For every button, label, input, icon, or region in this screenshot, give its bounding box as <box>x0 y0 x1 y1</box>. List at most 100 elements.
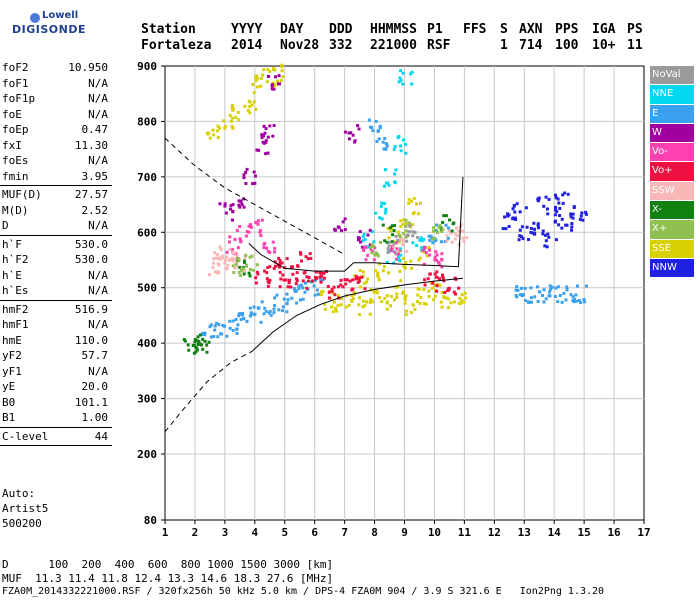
data-point-x <box>404 235 408 239</box>
data-point-nnw <box>563 191 567 195</box>
param-value: N/A <box>88 364 108 378</box>
data-point-w <box>268 124 272 128</box>
data-point-w <box>272 124 276 128</box>
data-point-x <box>436 230 440 234</box>
data-point-vo <box>322 276 326 280</box>
data-point-vo <box>336 285 340 289</box>
legend-item-nne: NNE <box>650 85 694 104</box>
data-point-w <box>262 124 266 128</box>
data-point-noval <box>396 238 400 242</box>
data-point-e <box>537 290 541 294</box>
data-point-ssw <box>405 249 409 253</box>
data-point-x <box>201 347 205 351</box>
data-point-vo <box>421 248 425 252</box>
data-point-sse <box>427 295 431 299</box>
data-point-sse <box>422 287 426 291</box>
data-point-sse <box>368 312 372 316</box>
data-point-nne <box>420 246 424 250</box>
data-point-x <box>205 350 209 354</box>
data-point-sse <box>364 300 368 304</box>
data-point-sse <box>417 212 421 216</box>
param-key: h`E <box>2 268 22 282</box>
data-point-vo <box>273 250 277 254</box>
param-row: M(D) 2.52 <box>0 203 112 219</box>
data-point-e <box>272 311 276 315</box>
data-point-e <box>275 293 279 297</box>
data-point-sse <box>392 298 396 302</box>
data-point-ssw <box>231 259 235 263</box>
data-point-x <box>393 224 397 228</box>
data-point-sse <box>230 103 234 107</box>
data-point-e <box>301 286 305 290</box>
data-point-sse <box>422 250 426 254</box>
data-point-sse <box>206 132 210 136</box>
data-point-e <box>269 313 273 317</box>
y-tick-label: 300 <box>137 393 157 406</box>
data-point-vo <box>281 273 285 277</box>
data-point-vo <box>435 284 439 288</box>
data-point-sse <box>422 301 426 305</box>
data-point-w <box>333 228 337 232</box>
data-point-w <box>224 211 228 215</box>
data-point-vo <box>306 279 310 283</box>
legend-item-x: X+ <box>650 220 694 239</box>
data-point-ssw <box>213 251 217 255</box>
data-point-e <box>268 309 272 313</box>
data-point-ssw <box>461 229 465 233</box>
data-point-vo <box>247 224 251 228</box>
data-point-sse <box>402 264 406 268</box>
data-point-nne <box>410 82 414 86</box>
param-value: 101.1 <box>74 395 108 409</box>
header-label-1: YYYY <box>231 22 263 37</box>
data-point-nnw <box>569 215 573 219</box>
data-point-vo <box>356 280 360 284</box>
data-point-e <box>548 284 552 288</box>
data-point-sse <box>336 294 340 298</box>
data-point-w <box>223 204 227 208</box>
data-point-noval <box>413 230 417 234</box>
param-value: 1.00 <box>81 411 109 424</box>
data-point-vo <box>318 271 322 275</box>
data-point-sse <box>440 305 444 309</box>
data-point-nnw <box>525 225 529 229</box>
data-point-x <box>379 240 383 244</box>
data-point-w <box>218 202 222 206</box>
data-point-vo <box>285 257 289 261</box>
data-point-nne <box>415 244 419 248</box>
data-point-e <box>256 306 260 310</box>
data-point-nnw <box>557 223 561 227</box>
data-point-x <box>234 262 238 266</box>
data-point-e <box>285 301 289 305</box>
data-point-sse <box>231 126 235 130</box>
data-point-sse <box>459 302 463 306</box>
data-point-vo <box>262 242 266 246</box>
legend-item-x: X- <box>650 201 694 220</box>
data-point-vo <box>433 255 437 259</box>
data-point-x <box>438 224 442 228</box>
data-point-e <box>573 297 577 301</box>
data-point-sse <box>259 84 263 88</box>
data-point-nnw <box>503 215 507 219</box>
data-point-ssw <box>215 271 219 275</box>
data-point-sse <box>361 299 365 303</box>
data-point-vo <box>256 219 260 223</box>
data-point-vo <box>233 237 237 241</box>
data-point-sse <box>369 298 373 302</box>
data-point-sse <box>401 222 405 226</box>
data-point-nne <box>380 217 384 221</box>
data-point-vo <box>265 277 269 281</box>
legend-item-noval: NoVal <box>650 66 694 85</box>
data-point-x <box>194 350 198 354</box>
data-point-sse <box>409 311 413 315</box>
data-point-vo <box>273 264 277 268</box>
data-point-x <box>245 263 249 267</box>
data-point-sse <box>458 296 462 300</box>
data-point-vo <box>271 240 275 244</box>
data-point-e <box>223 324 227 328</box>
data-point-vo <box>268 250 272 254</box>
data-point-vo <box>239 239 243 243</box>
data-point-w <box>260 136 264 140</box>
data-point-sse <box>361 270 365 274</box>
data-point-vo <box>278 262 282 266</box>
param-value: N/A <box>88 76 108 90</box>
